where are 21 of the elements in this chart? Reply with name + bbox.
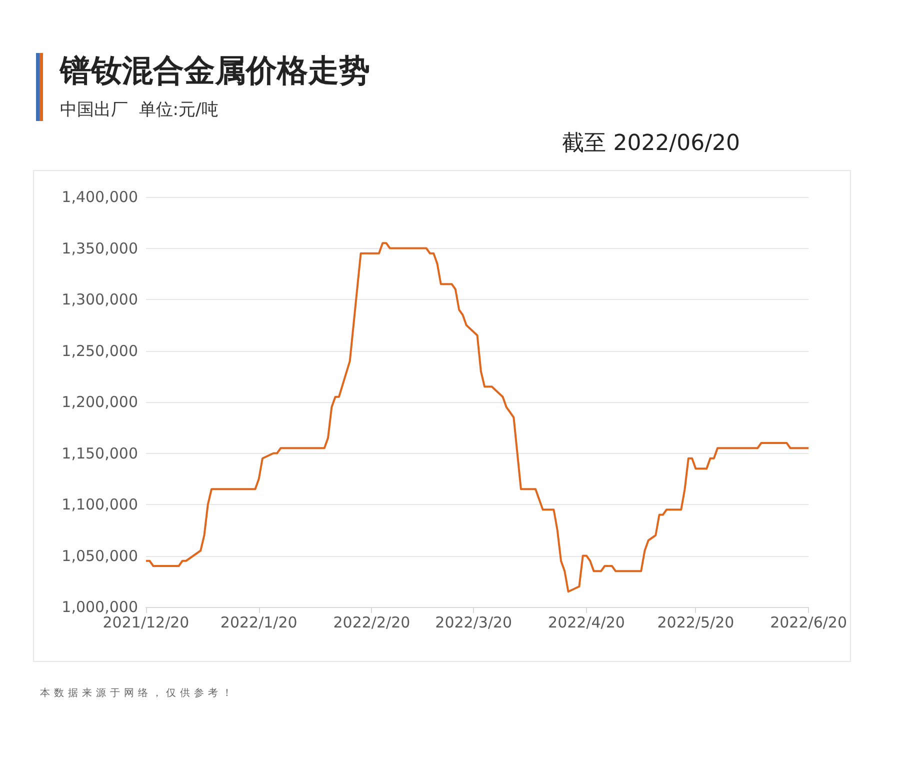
y-tick-label: 1,150,000 (62, 444, 138, 462)
x-tick-label: 2022/6/20 (770, 614, 848, 632)
x-tick-label: 2022/3/20 (435, 614, 512, 632)
x-tick-label: 2021/12/20 (102, 614, 190, 632)
y-tick-label: 1,200,000 (62, 393, 138, 411)
chart-subtitle: 中国出厂 单位:元/吨 (60, 99, 218, 121)
y-tick-label: 1,250,000 (62, 342, 138, 360)
x-tick-label: 2022/1/20 (220, 614, 298, 632)
y-tick-label: 1,350,000 (62, 239, 138, 258)
x-tick-label: 2022/2/20 (333, 614, 410, 632)
x-tick-label: 2022/4/20 (548, 614, 625, 632)
y-tick-label: 1,400,000 (62, 188, 138, 206)
text: 截至 2022/06/20 (562, 130, 740, 158)
x-tick-label: 2022/5/20 (657, 614, 734, 632)
text: 本数据来源于网络，仅供参考！ (40, 686, 236, 700)
y-tick-label: 1,100,000 (62, 496, 138, 514)
line-series (145, 242, 810, 593)
y-tick-label: 1,050,000 (62, 546, 138, 565)
y-tick-label: 1,300,000 (62, 290, 138, 308)
chart-title: 镨钕混合金属价格走势 (60, 52, 370, 91)
y-tick-label: 1,000,000 (62, 598, 138, 616)
